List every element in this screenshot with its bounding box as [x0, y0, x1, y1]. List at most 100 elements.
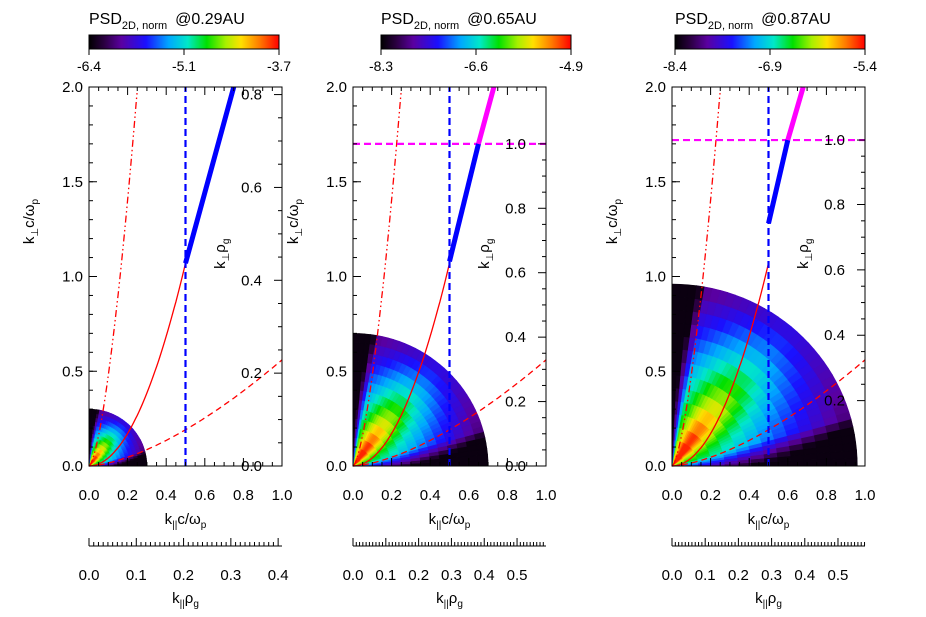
psd-cell — [458, 460, 470, 467]
x-tick-label: 0.6 — [194, 487, 215, 504]
psd-cell — [803, 459, 818, 467]
right-axis-title-g: g — [221, 239, 232, 245]
x-axis-title-rest: c/ω — [760, 511, 784, 528]
curve-solid — [352, 263, 451, 467]
x-tick-label: 0.0 — [343, 487, 364, 504]
x-tick-label: 0.6 — [458, 487, 479, 504]
y-tick-label: 1.0 — [645, 269, 666, 286]
bottom2-title-k: k — [755, 590, 763, 607]
colorbar-title: PSD2D, norm @0.29AU — [89, 11, 245, 32]
bottom2-tick-label: 0.4 — [794, 567, 815, 584]
panel-0.29au: PSD2D, norm @0.29AU -6.4 -5.1 -3.7 0.0 0.2 0.4 0… — [21, 11, 292, 610]
x-axis-title-k: k — [748, 511, 756, 528]
x-axis-title-sub: || — [436, 520, 441, 531]
x-tick-label: 0.0 — [79, 487, 100, 504]
right-tick-label: 0.2 — [241, 365, 262, 382]
psd-cell — [356, 361, 363, 372]
y-axis-title-rest: c/ω — [285, 204, 302, 228]
x-tick-label: 0.8 — [233, 487, 254, 504]
right-axis-title: k⊥ρg — [795, 239, 815, 269]
x-axis-title-p: p — [784, 520, 790, 531]
y-axis-title-sub: ⊥ — [613, 228, 624, 237]
bottom2-tick-label: 0.0 — [662, 567, 683, 584]
bottom2-title-k: k — [172, 590, 180, 607]
panel-0.65au: PSD2D, norm @0.65AU -8.3 -6.6 -4.9 0.0 0.2 0.4 0… — [285, 11, 583, 610]
psd-cell — [679, 283, 689, 299]
psd-cell — [817, 458, 832, 467]
right-tick-label: 1.0 — [824, 132, 845, 149]
psd-cell — [352, 351, 359, 363]
bottom2-title-rest: ρ — [768, 590, 777, 607]
x-tick-label: 0.8 — [816, 487, 837, 504]
right-axis-title-rest: ρ — [476, 244, 493, 253]
bottom2-tick-label: 0.2 — [408, 567, 429, 584]
blue-segment — [183, 86, 237, 264]
bottom2-tick-label: 0.3 — [761, 567, 782, 584]
y-tick-label: 0.5 — [326, 363, 347, 380]
y-tick-label: 1.5 — [326, 174, 347, 191]
right-tick-label: 0.4 — [505, 329, 526, 346]
psd-cell — [357, 342, 365, 354]
bottom2-tick-label: 0.1 — [695, 567, 716, 584]
psd-cell — [671, 335, 679, 350]
psd-cell — [678, 296, 688, 312]
bottom2-tick-label: 0.5 — [507, 567, 528, 584]
y-tick-label: 1.0 — [62, 269, 83, 286]
y-tick-label: 1.0 — [326, 269, 347, 286]
colorbar-title: PSD2D, norm @0.65AU — [381, 11, 537, 32]
colorbar-tick-label: -5.4 — [853, 58, 877, 74]
x-axis-title-sub: || — [172, 520, 177, 531]
colorbar-tick-label: -6.9 — [758, 58, 782, 74]
right-tick-label: 0.2 — [824, 393, 845, 410]
x-tick-label: 0.4 — [420, 487, 441, 504]
curve-solid — [88, 263, 187, 467]
y-axis-title-rest: c/ω — [604, 204, 621, 228]
bottom2-title-sub: || — [444, 599, 449, 610]
right-axis-title-k: k — [476, 261, 493, 269]
colorbar-title-main: PSD — [89, 11, 122, 28]
colorbar — [88, 34, 280, 50]
y-tick-label: 0.5 — [645, 363, 666, 380]
right-tick-label: 0.4 — [824, 327, 845, 344]
x-tick-label: 0.4 — [739, 487, 760, 504]
bottom2-tick-label: 0.5 — [828, 567, 849, 584]
psd-cell — [677, 322, 686, 337]
curve-solid — [671, 263, 770, 467]
magenta-segment — [476, 86, 497, 145]
psd-cell — [671, 374, 677, 389]
right-axis-title-sub: ⊥ — [804, 253, 815, 262]
y-tick-label: 2.0 — [645, 79, 666, 96]
right-tick-label: 0.6 — [824, 262, 845, 279]
bottom2-title-rest: ρ — [185, 590, 194, 607]
bottom2-tick-label: 0.2 — [728, 567, 749, 584]
y-axis-title-k: k — [604, 236, 621, 244]
bottom2-title-sub: || — [180, 599, 185, 610]
right-tick-label: 0.0 — [505, 458, 526, 475]
y-axis-title-k: k — [21, 236, 38, 244]
x-tick-label: 0.8 — [497, 487, 518, 504]
bottom2-tick-label: 0.4 — [474, 567, 495, 584]
bottom2-tick-label: 0.4 — [268, 567, 289, 584]
right-tick-label: 0.8 — [824, 196, 845, 213]
right-axis-title-rest: ρ — [212, 244, 229, 253]
right-axis-title-sub: ⊥ — [221, 253, 232, 262]
colorbar-epoch: @0.65AU — [467, 11, 537, 28]
bottom2-title-g: g — [776, 599, 782, 610]
y-tick-label: 0.0 — [326, 458, 347, 475]
bottom2-tick-label: 0.3 — [220, 567, 241, 584]
panel-0.87au: PSD2D, norm @0.87AU -8.4 -6.9 -5.4 0.0 0.2 0.4 0… — [604, 11, 877, 610]
colorbar-title-sub: 2D, norm — [414, 20, 459, 32]
right-tick-label: 0.8 — [505, 200, 526, 217]
colorbar-tick-label: -6.4 — [77, 58, 101, 74]
colorbar-title-sub: 2D, norm — [708, 20, 753, 32]
y-axis-title: k⊥c/ωp — [285, 198, 305, 244]
psd-cell — [676, 335, 684, 350]
psd-cell — [352, 389, 357, 401]
y-tick-label: 0.0 — [645, 458, 666, 475]
x-axis-title-rest: c/ω — [177, 511, 201, 528]
psd-cell — [352, 370, 358, 382]
y-axis-title-rest: c/ω — [21, 204, 38, 228]
psd-cell — [357, 352, 364, 363]
bottom2-tick-label: 0.1 — [375, 567, 396, 584]
x-axis-title: k||c/ωp — [165, 511, 207, 531]
